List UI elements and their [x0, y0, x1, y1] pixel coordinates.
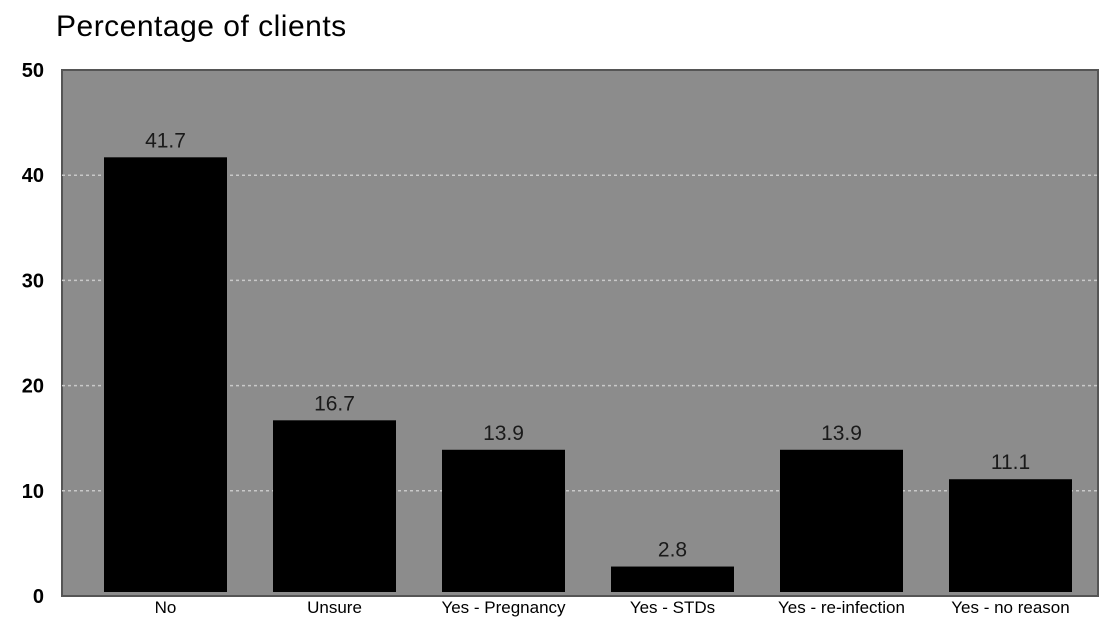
y-tick-label: 30: [22, 270, 44, 292]
data-label: 11.1: [991, 451, 1030, 474]
y-tick-label: 20: [22, 376, 44, 398]
bar: [949, 479, 1072, 592]
x-tick-label: Unsure: [307, 598, 362, 617]
y-tick-label: 0: [33, 586, 44, 608]
bar: [611, 566, 734, 592]
x-tick-label: Yes - STDs: [630, 598, 715, 617]
bars: [104, 157, 1072, 593]
plot-background: [61, 69, 1099, 597]
x-tick-label: Yes - re-infection: [778, 598, 905, 617]
data-labels: 41.7 16.7 13.9 2.8 13.9 11.1: [145, 129, 1030, 561]
data-label: 13.9: [483, 422, 524, 445]
data-label: 2.8: [658, 539, 687, 562]
y-tick-label: 40: [22, 165, 44, 187]
data-label: 41.7: [145, 129, 186, 152]
data-label: 16.7: [314, 392, 355, 415]
y-axis-ticks: 0 10 20 30 40 50: [22, 60, 44, 608]
bar: [442, 449, 565, 592]
bar: [780, 449, 903, 592]
chart-title: Percentage of clients: [56, 10, 347, 43]
bar: [104, 157, 227, 593]
x-tick-label: No: [155, 598, 177, 617]
y-tick-label: 10: [22, 481, 44, 503]
plot-area: [61, 69, 1099, 597]
gridlines: [62, 174, 1098, 492]
x-tick-label: Yes - no reason: [951, 598, 1069, 617]
x-axis-ticks: No Unsure Yes - Pregnancy Yes - STDs Yes - r…: [155, 598, 1070, 617]
data-label: 13.9: [821, 422, 862, 445]
x-tick-label: Yes - Pregnancy: [441, 598, 566, 617]
bar: [273, 420, 396, 592]
y-tick-label: 50: [22, 60, 44, 82]
